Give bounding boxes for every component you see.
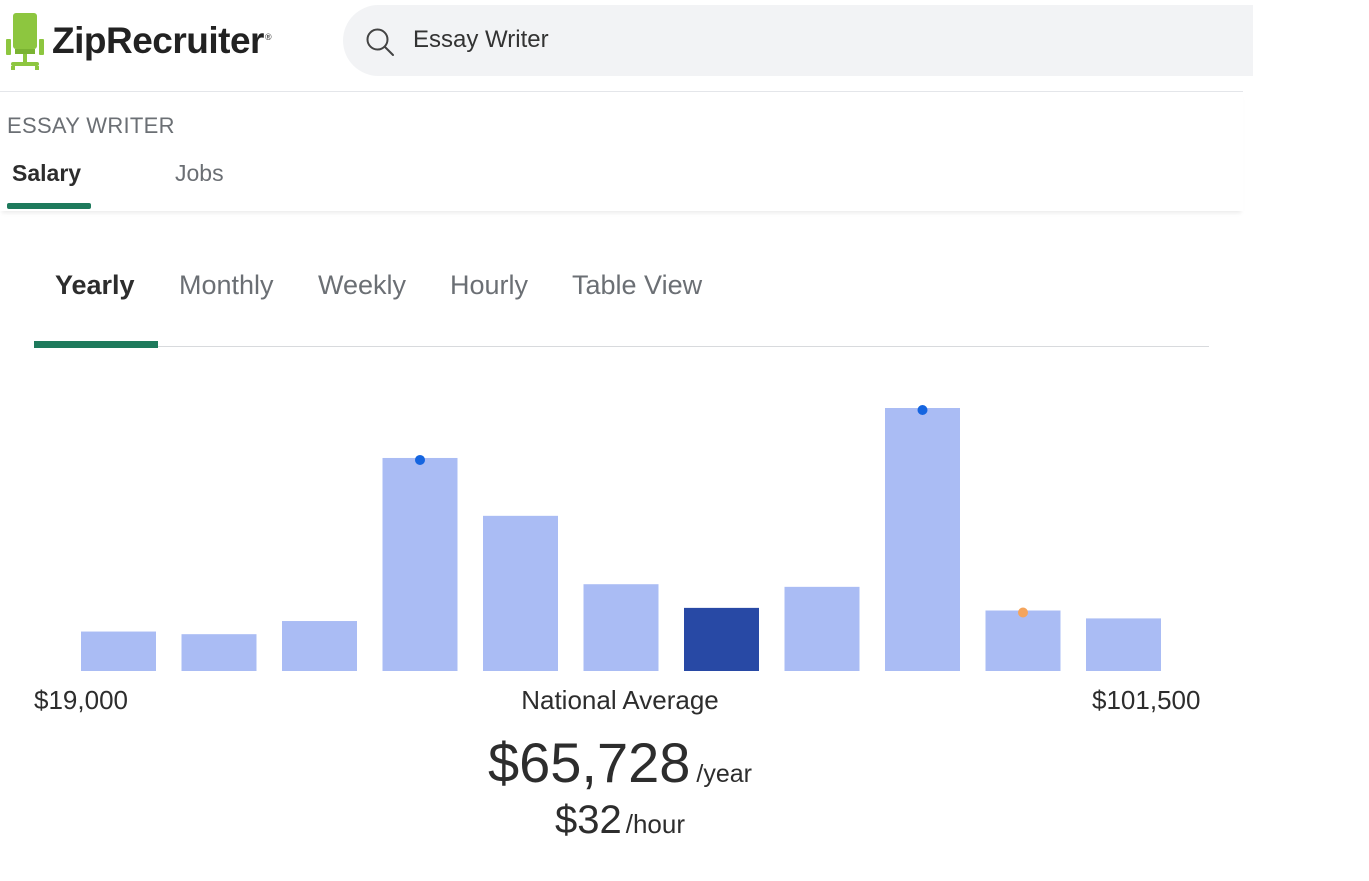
tab-yearly[interactable]: Yearly (55, 270, 135, 300)
logo-trademark: ® (264, 31, 272, 42)
yearly-salary-value: $65,728 (487, 731, 691, 794)
search-icon[interactable] (365, 27, 395, 57)
histogram-bar[interactable] (784, 586, 860, 671)
hourly-salary: $32/hour (420, 798, 820, 843)
histogram-bar[interactable] (583, 584, 659, 671)
active-tab-indicator (7, 203, 91, 209)
logo-text: ZipRecruiter® (52, 20, 272, 61)
histogram-bar[interactable] (985, 610, 1061, 671)
search-bar[interactable] (343, 5, 1253, 76)
histogram-marker-dot (1018, 607, 1028, 618)
search-input[interactable] (413, 23, 1113, 57)
tab-table-view[interactable]: Table View (572, 270, 703, 300)
tab-monthly[interactable]: Monthly (179, 270, 274, 300)
tab-hourly[interactable]: Hourly (450, 270, 529, 300)
tab-salary[interactable]: Salary (12, 160, 82, 186)
ziprecruiter-logo[interactable]: ZipRecruiter® (6, 11, 272, 71)
histogram-bar[interactable] (81, 631, 156, 671)
histogram-bar[interactable] (1086, 618, 1161, 671)
histogram-bar[interactable] (181, 634, 257, 671)
yearly-salary-unit: /year (696, 760, 753, 788)
tab-weekly[interactable]: Weekly (318, 270, 407, 300)
period-tabs: Yearly Monthly Weekly Hourly Table View (34, 260, 1209, 348)
histogram-marker-dot (917, 405, 928, 415)
hourly-salary-value: $32 (554, 798, 622, 842)
chair-icon (6, 13, 44, 70)
top-header: ZipRecruiter® (0, 0, 1253, 92)
histogram-bar[interactable] (885, 408, 960, 671)
histogram-bar[interactable] (282, 621, 357, 671)
salary-range-min: $19,000 (34, 685, 128, 715)
period-tab-indicator (34, 341, 158, 348)
salary-range-max: $101,500 (1092, 685, 1201, 715)
breadcrumb: ESSAY WRITER (7, 113, 175, 138)
histogram-bar[interactable] (382, 457, 458, 671)
histogram-marker-dot (415, 454, 425, 465)
histogram-bar-average[interactable] (684, 607, 759, 671)
yearly-salary: $65,728/year (420, 730, 820, 795)
histogram-bar[interactable] (483, 515, 558, 671)
tab-jobs[interactable]: Jobs (175, 160, 224, 186)
salary-histogram (81, 405, 1161, 671)
national-average-label: National Average (521, 685, 719, 715)
job-subnav: ESSAY WRITER Salary Jobs (0, 92, 1243, 211)
hourly-salary-unit: /hour (625, 809, 685, 839)
